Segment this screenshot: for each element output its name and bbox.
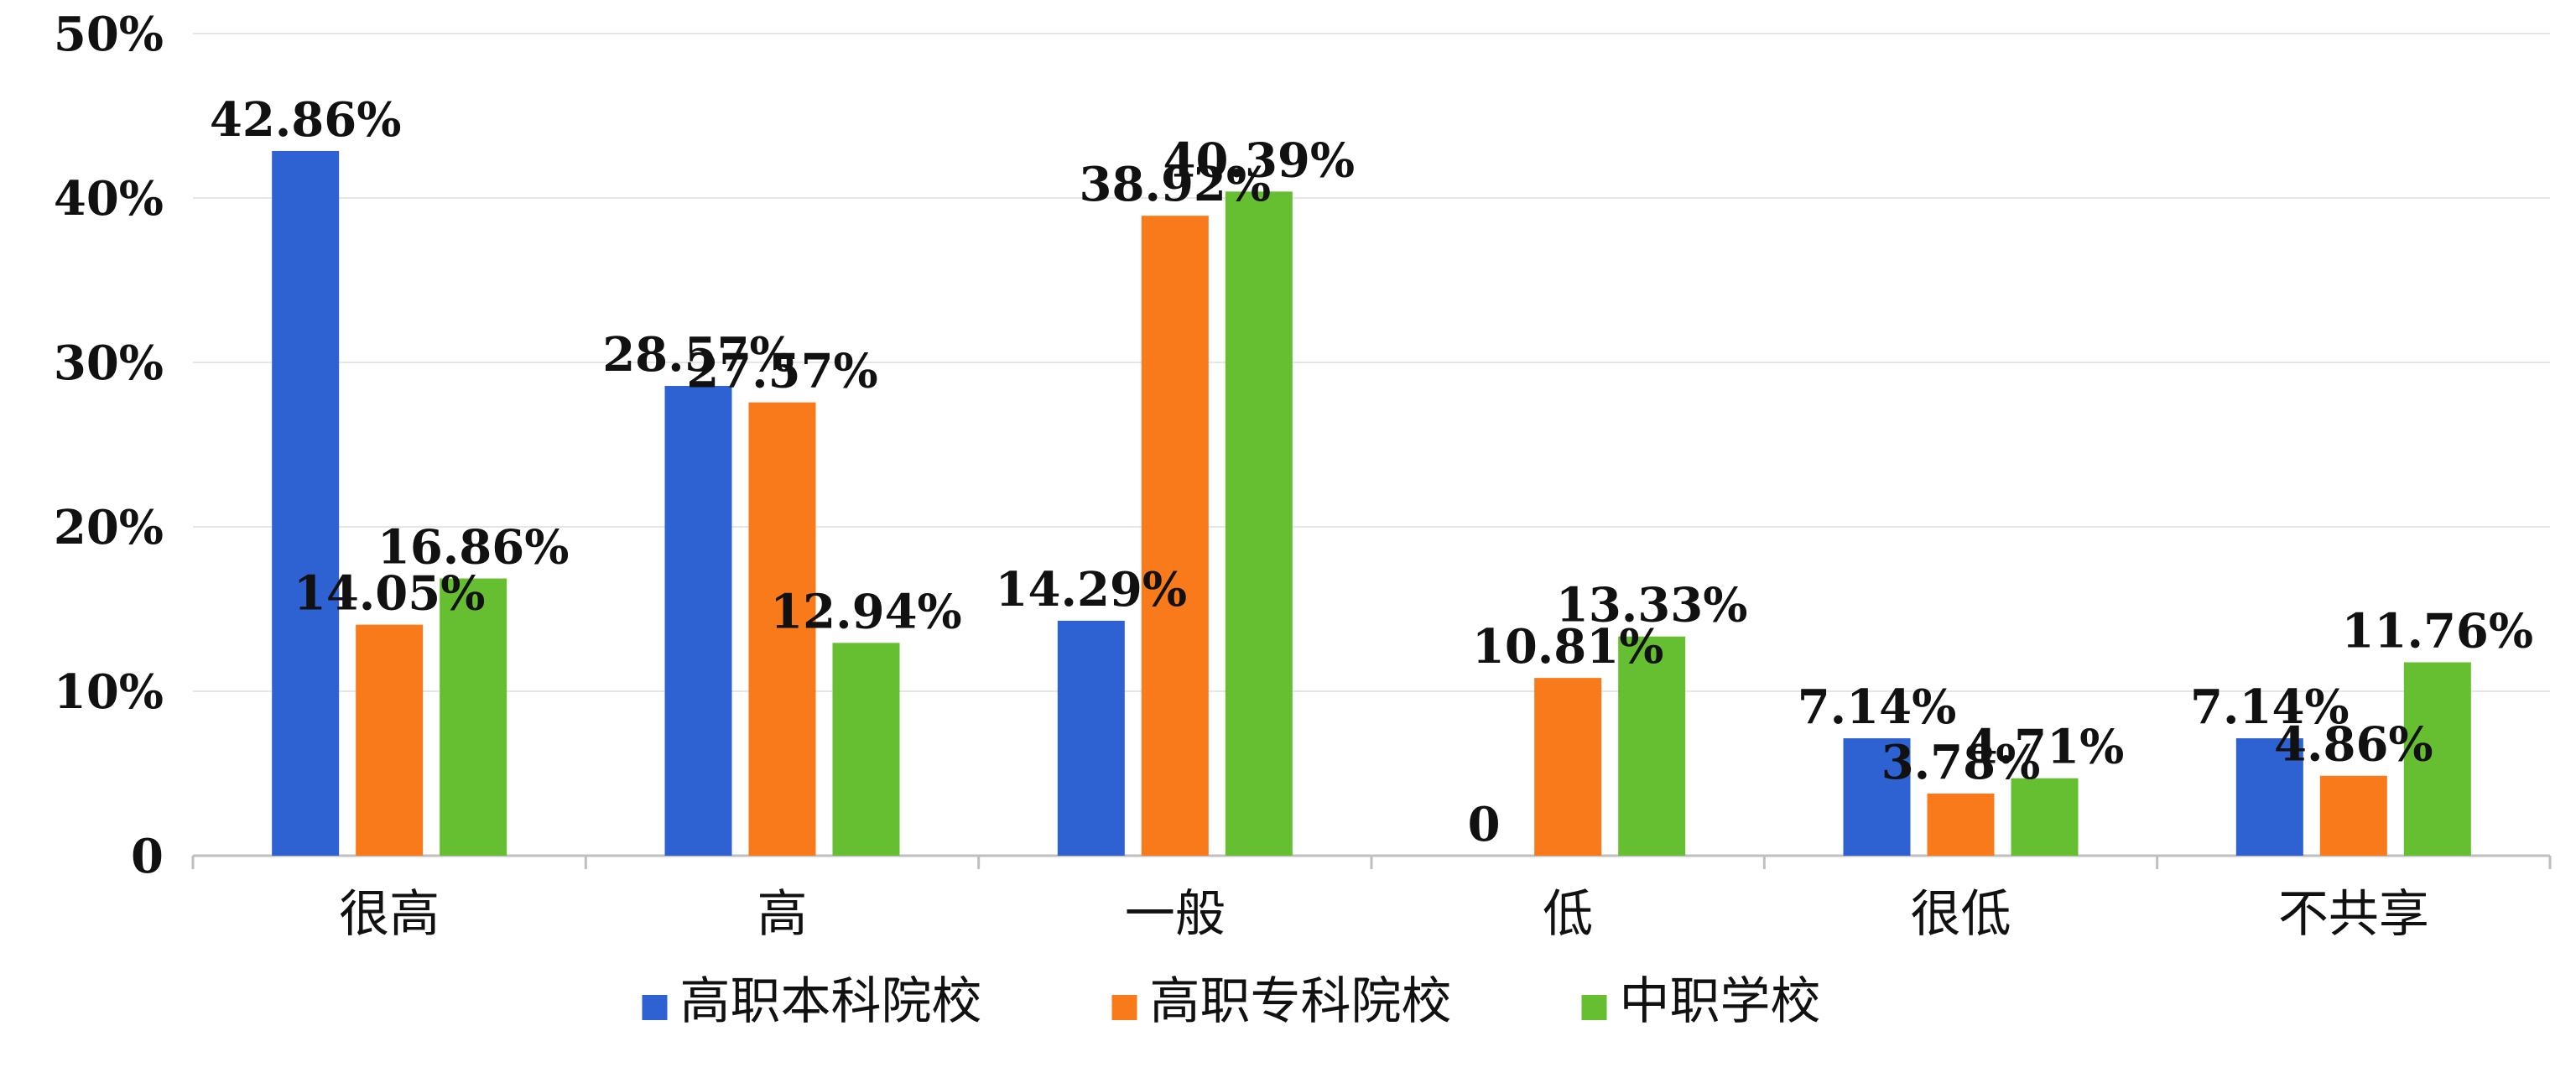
data-label: 27.57% xyxy=(686,344,878,399)
data-label: 7.14% xyxy=(2190,680,2350,735)
data-label: 40.39% xyxy=(1163,133,1356,188)
bar xyxy=(1843,738,1911,856)
data-label: 28.57% xyxy=(602,327,794,383)
bar xyxy=(272,150,340,857)
data-label: 3.78% xyxy=(1881,735,2041,790)
legend-label: 高职本科院校 xyxy=(680,972,982,1031)
bar xyxy=(356,624,424,856)
data-label: 14.29% xyxy=(996,562,1188,617)
x-category-label: 高 xyxy=(757,885,808,944)
data-labels: 42.86% 14.05%16.86% 28.57%27.57% 12.94% 14.2… xyxy=(210,92,2533,852)
bar xyxy=(440,578,507,856)
y-tick-label: 0 xyxy=(131,829,164,884)
data-label: 4.71% xyxy=(1965,720,2125,775)
bar xyxy=(1618,636,1686,856)
data-label: 4.86% xyxy=(2274,717,2433,773)
x-category-label: 很高 xyxy=(339,885,440,944)
legend-swatch xyxy=(1111,995,1137,1020)
bar xyxy=(1225,191,1293,856)
x-category-label: 不共享 xyxy=(2278,885,2429,944)
bar xyxy=(1141,216,1209,857)
bar xyxy=(2235,738,2303,856)
y-tick-label: 30% xyxy=(54,336,164,391)
x-category-label: 低 xyxy=(1543,885,1593,944)
y-tick-label: 40% xyxy=(54,171,164,227)
legend-swatch xyxy=(1581,995,1607,1020)
gridlines xyxy=(193,33,2550,692)
data-label: 7.14% xyxy=(1798,680,1957,735)
bar xyxy=(2011,778,2079,856)
bar xyxy=(1534,678,1602,856)
legend: 高职本科院校 高职专科院校 中职学校 xyxy=(642,972,1821,1031)
bars xyxy=(272,150,2471,857)
data-label: 14.05% xyxy=(294,566,486,622)
data-label: 0 xyxy=(1468,797,1501,852)
data-label: 12.94% xyxy=(770,584,962,639)
data-label: 16.86% xyxy=(377,520,570,575)
data-label: 11.76% xyxy=(2342,604,2534,659)
bar xyxy=(664,386,732,856)
bar xyxy=(1057,620,1125,856)
bar xyxy=(748,402,816,856)
legend-swatch xyxy=(642,995,668,1020)
data-label: 13.33% xyxy=(1556,578,1748,633)
axes: 0 10% 20% 30% 40% 50% 很高 高 一般 低 很低 不共享 xyxy=(54,7,2552,944)
y-tick-label: 10% xyxy=(54,664,164,720)
y-tick-label: 20% xyxy=(54,500,164,555)
data-label: 10.81% xyxy=(1472,619,1664,674)
legend-label: 高职专科院校 xyxy=(1150,972,1452,1031)
bar xyxy=(2403,662,2471,856)
bar xyxy=(832,643,900,856)
data-label: 38.92% xyxy=(1080,157,1272,212)
bar xyxy=(1927,793,1995,856)
x-category-label: 一般 xyxy=(1125,885,1226,944)
y-tick-label: 50% xyxy=(54,7,164,62)
legend-label: 中职学校 xyxy=(1620,972,1821,1031)
bar xyxy=(2319,775,2387,856)
x-category-label: 很低 xyxy=(1911,885,2011,944)
data-label: 42.86% xyxy=(210,92,402,148)
